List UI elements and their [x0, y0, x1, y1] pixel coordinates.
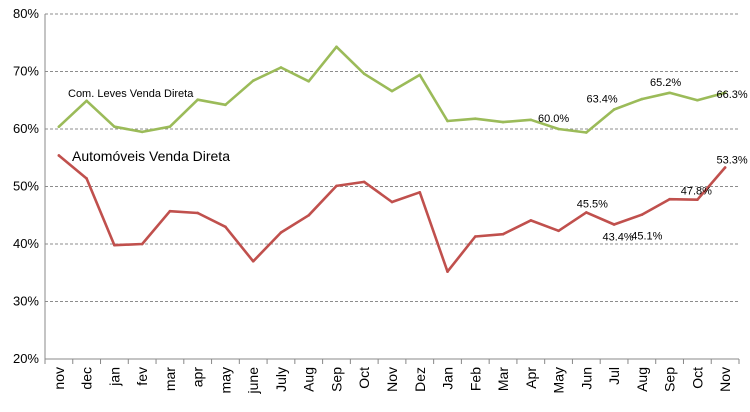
x-axis: nov dec jan fev mar apr may june July Aug Sep Oct No… [44, 358, 740, 395]
data-point [279, 66, 283, 69]
data-point [335, 184, 338, 188]
data-point [501, 232, 505, 236]
y-tick-label: 30% [13, 294, 39, 309]
data-label: 47.8% [681, 186, 712, 198]
data-point [168, 209, 172, 213]
data-point [390, 89, 394, 93]
data-point [196, 98, 199, 101]
data-point [640, 97, 644, 101]
data-point [585, 131, 588, 134]
data-point [723, 91, 727, 95]
data-point [557, 229, 560, 233]
x-tick-label: Apr [523, 367, 539, 389]
data-point [529, 219, 533, 222]
x-tick-label: Mar [495, 367, 511, 391]
x-tick-label: dec [79, 367, 95, 390]
data-point [446, 119, 449, 123]
x-tick-label: apr [190, 367, 206, 388]
data-point [362, 180, 366, 184]
y-tick-label: 80% [13, 6, 39, 21]
x-tick-label: june [245, 367, 261, 395]
data-point [612, 108, 616, 111]
data-point [696, 98, 699, 102]
data-point [307, 213, 311, 217]
data-point [57, 125, 61, 128]
x-tick-label: jan [106, 367, 122, 387]
data-label: 43.4% [602, 231, 633, 243]
x-tick-label: nov [51, 367, 67, 390]
x-tick-label: Nov [384, 367, 400, 392]
data-point [585, 211, 588, 214]
data-point [640, 213, 644, 216]
data-point [668, 197, 671, 201]
data-point [390, 200, 394, 204]
x-tick-label: mar [162, 367, 178, 391]
x-tick-label: Jun [578, 367, 594, 390]
data-point [473, 117, 477, 120]
x-tick-label: Sep [662, 367, 678, 392]
x-tick-label: Jul [606, 367, 622, 385]
data-point [362, 72, 366, 76]
x-tick-label: July [273, 367, 289, 392]
data-point [418, 190, 422, 194]
x-tick-label: Jan [440, 367, 456, 390]
data-point [723, 166, 727, 169]
data-label: 45.1% [631, 231, 662, 243]
data-label: 60.0% [538, 113, 569, 125]
data-point [113, 243, 116, 247]
data-point [335, 45, 338, 49]
data-point [85, 177, 88, 180]
data-label: 53.3% [717, 155, 748, 167]
data-point [224, 225, 227, 229]
data-label: 45.5% [577, 198, 608, 210]
data-point [196, 211, 199, 215]
x-tick-label: May [551, 367, 567, 393]
data-point [473, 235, 477, 238]
data-point [446, 270, 449, 273]
series-layer [57, 45, 727, 273]
data-point [501, 120, 505, 124]
x-tick-label: Feb [467, 367, 483, 391]
y-tick-label: 40% [13, 236, 39, 251]
y-tick-label: 50% [13, 179, 39, 194]
x-tick-label: may [217, 367, 233, 393]
series-label-automoveis: Automóveis Venda Direta [72, 148, 230, 164]
data-label: 65.2% [650, 77, 681, 89]
data-point [224, 103, 227, 107]
y-tick-label: 70% [13, 64, 39, 79]
x-tick-label: Aug [634, 367, 650, 392]
data-point [557, 127, 560, 131]
y-tick-label: 20% [13, 351, 39, 366]
data-label: 63.4% [586, 93, 617, 105]
x-tick-label: Dez [412, 367, 428, 392]
data-point [529, 118, 533, 122]
data-point [113, 125, 116, 128]
series-line-1 [57, 154, 727, 273]
data-point [57, 154, 61, 157]
data-point [418, 73, 422, 77]
x-tick-label: Oct [356, 367, 372, 389]
data-point [668, 91, 671, 95]
y-tick-label: 60% [13, 121, 39, 136]
data-point [279, 231, 283, 234]
data-point [696, 198, 699, 202]
data-point [251, 79, 255, 82]
data-point [307, 79, 311, 83]
x-tick-label: Oct [689, 367, 705, 389]
series-label-com-leves: Com. Leves Venda Direta [68, 88, 194, 100]
x-tick-label: Nov [717, 367, 733, 392]
x-tick-label: Aug [301, 367, 317, 392]
data-point [168, 125, 172, 128]
data-point [140, 242, 144, 246]
data-point [140, 130, 144, 134]
y-axis: 20% 30% 40% 50% 60% 70% 80% [13, 6, 46, 366]
data-point [85, 99, 88, 103]
data-label: 66.3% [717, 89, 748, 101]
x-tick-label: fev [134, 367, 150, 386]
data-point [251, 259, 255, 263]
data-labels: 60.0% 63.4% 65.2% 66.3% 45.5% 43.4%45.1% 47.8%… [538, 77, 748, 244]
x-tick-label: Sep [328, 367, 344, 392]
data-point [612, 223, 616, 226]
